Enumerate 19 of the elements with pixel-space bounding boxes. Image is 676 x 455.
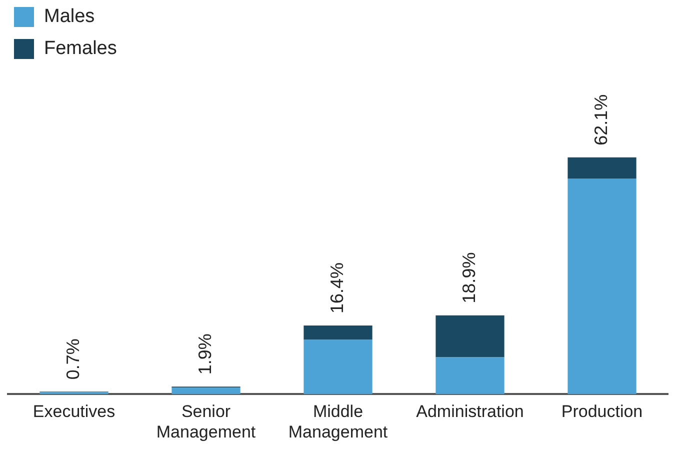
x-tick-label: Executives [32,402,116,422]
x-tick-label: Production [561,402,643,422]
annotation: 18.9% [458,252,479,304]
bar [304,326,372,340]
annotation: 0.7% [62,338,83,380]
annotation: 16.4% [326,262,347,314]
x-tick-label: Senior Management [156,402,256,442]
legend-label: Males [44,6,95,28]
x-tick-label: Middle Management [288,402,388,442]
bar [568,178,636,394]
bar [436,315,504,358]
bar [436,357,504,394]
bar [568,157,636,178]
x-tick-label: Administration [416,402,524,422]
annotation: 62.1% [590,94,611,146]
legend-label: Females [44,38,117,60]
bar [172,388,240,394]
bar [304,340,372,394]
annotation: 1.9% [194,334,215,375]
